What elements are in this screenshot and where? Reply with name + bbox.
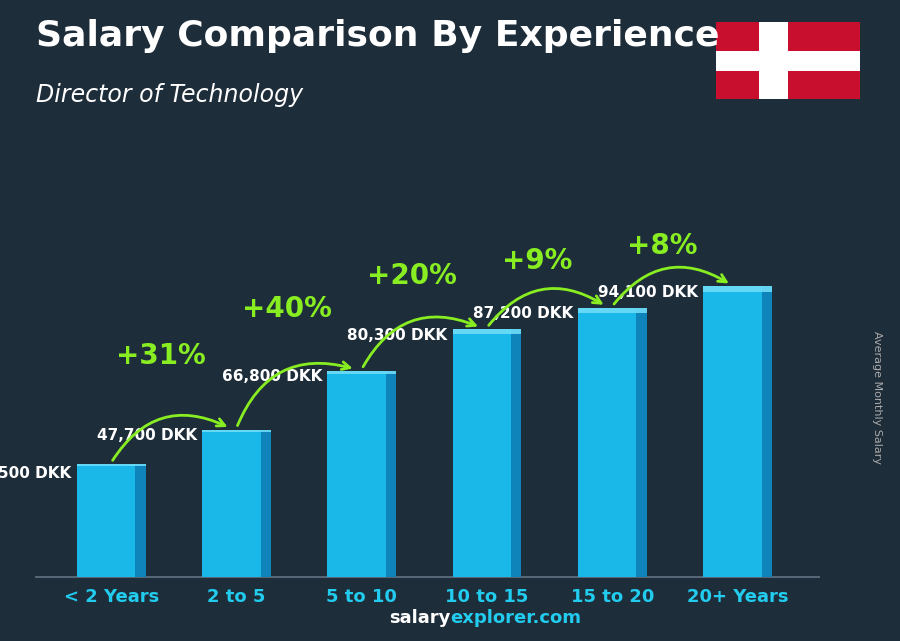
FancyArrowPatch shape (363, 317, 475, 367)
Bar (636, 308, 647, 577)
Bar (761, 287, 772, 577)
Bar (261, 429, 271, 577)
FancyArrowPatch shape (238, 362, 350, 426)
Bar (703, 287, 772, 292)
Bar (703, 287, 772, 577)
Text: salary: salary (389, 609, 450, 627)
Text: Director of Technology: Director of Technology (36, 83, 303, 107)
Bar (202, 429, 271, 432)
Text: 87,200 DKK: 87,200 DKK (472, 306, 572, 321)
Bar (511, 329, 521, 577)
FancyArrowPatch shape (489, 288, 601, 326)
Bar (135, 464, 146, 577)
Bar (328, 370, 396, 374)
Text: +31%: +31% (116, 342, 206, 369)
Text: Average Monthly Salary: Average Monthly Salary (872, 331, 883, 464)
Bar (386, 370, 396, 577)
Bar (759, 22, 788, 99)
Text: +8%: +8% (627, 232, 698, 260)
Bar (716, 51, 859, 71)
Bar (453, 329, 521, 333)
Text: 47,700 DKK: 47,700 DKK (97, 428, 197, 444)
Text: +9%: +9% (502, 247, 572, 276)
FancyArrowPatch shape (614, 267, 726, 304)
Text: explorer.com: explorer.com (450, 609, 581, 627)
Text: Salary Comparison By Experience: Salary Comparison By Experience (36, 19, 719, 53)
FancyArrowPatch shape (112, 415, 225, 460)
Text: 36,500 DKK: 36,500 DKK (0, 466, 72, 481)
Bar (328, 370, 396, 577)
Bar (76, 464, 146, 577)
Bar (578, 308, 647, 313)
Text: +40%: +40% (241, 295, 331, 323)
Text: 80,300 DKK: 80,300 DKK (347, 328, 447, 343)
Bar (578, 308, 647, 577)
Bar (453, 329, 521, 577)
Text: 94,100 DKK: 94,100 DKK (598, 285, 698, 300)
Bar (76, 464, 146, 466)
Bar (202, 429, 271, 577)
Text: 66,800 DKK: 66,800 DKK (222, 369, 322, 385)
Text: +20%: +20% (367, 263, 457, 290)
